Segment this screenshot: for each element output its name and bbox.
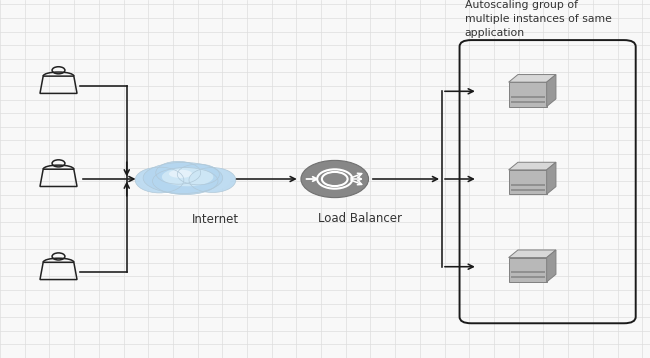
FancyBboxPatch shape	[508, 82, 547, 107]
Ellipse shape	[162, 168, 213, 186]
Ellipse shape	[143, 163, 223, 194]
Bar	[511, 189, 545, 190]
Bar	[511, 271, 545, 274]
Ellipse shape	[169, 170, 192, 178]
Circle shape	[301, 160, 369, 198]
Circle shape	[317, 169, 352, 189]
Ellipse shape	[156, 161, 201, 184]
Polygon shape	[508, 74, 556, 82]
Polygon shape	[547, 162, 556, 194]
FancyBboxPatch shape	[508, 258, 547, 282]
Ellipse shape	[140, 163, 231, 195]
FancyBboxPatch shape	[508, 170, 547, 194]
Text: Autoscaling group of
multiple instances of same
application: Autoscaling group of multiple instances …	[465, 0, 612, 38]
Bar	[511, 184, 545, 186]
Ellipse shape	[153, 168, 218, 195]
Text: Internet: Internet	[192, 213, 239, 226]
Bar	[511, 96, 545, 98]
Text: Load Balancer: Load Balancer	[318, 212, 402, 225]
Polygon shape	[547, 74, 556, 107]
Ellipse shape	[189, 168, 236, 193]
Ellipse shape	[135, 167, 184, 193]
Polygon shape	[547, 250, 556, 282]
Bar	[511, 101, 545, 103]
Bar	[511, 276, 545, 278]
Polygon shape	[508, 250, 556, 258]
Polygon shape	[508, 162, 556, 170]
Ellipse shape	[177, 164, 220, 185]
